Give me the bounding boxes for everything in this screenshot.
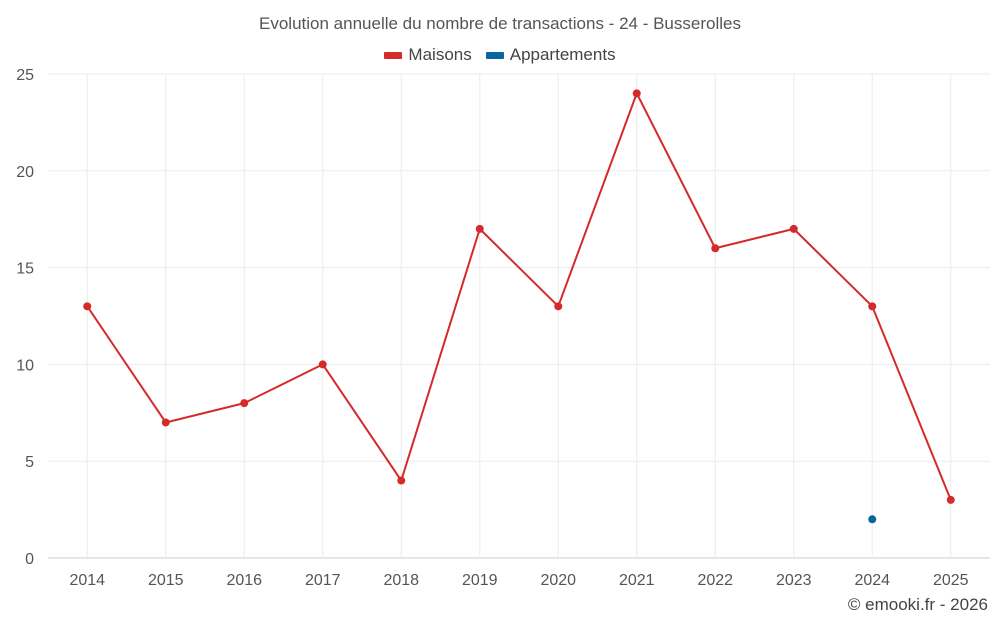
data-point-maisons-2020: [554, 302, 563, 311]
y-tick-label-15: 15: [16, 261, 34, 278]
x-tick-label-2015: 2015: [148, 572, 184, 589]
x-tick-label-2021: 2021: [619, 572, 655, 589]
data-point-maisons-2023: [789, 224, 798, 233]
x-tick-label-2023: 2023: [776, 572, 812, 589]
data-point-maisons-2025: [946, 495, 955, 504]
x-tick-label-2024: 2024: [854, 572, 890, 589]
y-tick-label-0: 0: [25, 551, 34, 568]
x-tick-label-2016: 2016: [226, 572, 262, 589]
chart-title: Evolution annuelle du nombre de transact…: [259, 14, 741, 33]
data-point-maisons-2015: [161, 418, 170, 427]
legend-item-maisons[interactable]: Maisons: [384, 45, 472, 65]
x-tick-label-2014: 2014: [69, 572, 105, 589]
legend-swatch-appartements: [485, 51, 504, 59]
x-tick-label-2017: 2017: [305, 572, 341, 589]
x-tick-label-2018: 2018: [383, 572, 419, 589]
y-tick-label-20: 20: [16, 164, 34, 181]
x-tick-label-2020: 2020: [540, 572, 576, 589]
x-tick-label-2025: 2025: [933, 572, 969, 589]
data-point-maisons-2024: [868, 302, 877, 311]
data-point-maisons-2017: [318, 360, 327, 369]
legend-label-maisons: Maisons: [408, 45, 472, 64]
data-point-maisons-2018: [397, 476, 406, 485]
legend-swatch-maisons: [384, 51, 403, 59]
data-point-maisons-2016: [240, 399, 249, 408]
y-tick-label-25: 25: [16, 67, 34, 84]
legend: Maisons Appartements: [0, 45, 1000, 65]
y-tick-label-5: 5: [25, 454, 34, 471]
data-point-maisons-2014: [83, 302, 92, 311]
x-tick-label-2019: 2019: [462, 572, 498, 589]
data-point-maisons-2019: [475, 224, 484, 233]
credit: © emooki.fr - 2026: [847, 595, 988, 614]
data-point-maisons-2021: [632, 89, 641, 98]
data-point-appartements-2024: [868, 515, 877, 524]
series-line-maisons: [86, 92, 952, 501]
data-point-maisons-2022: [711, 244, 720, 253]
legend-item-appartements[interactable]: Appartements: [485, 45, 616, 65]
legend-label-appartements: Appartements: [509, 45, 616, 64]
y-tick-label-10: 10: [16, 357, 34, 374]
x-tick-label-2022: 2022: [697, 572, 733, 589]
